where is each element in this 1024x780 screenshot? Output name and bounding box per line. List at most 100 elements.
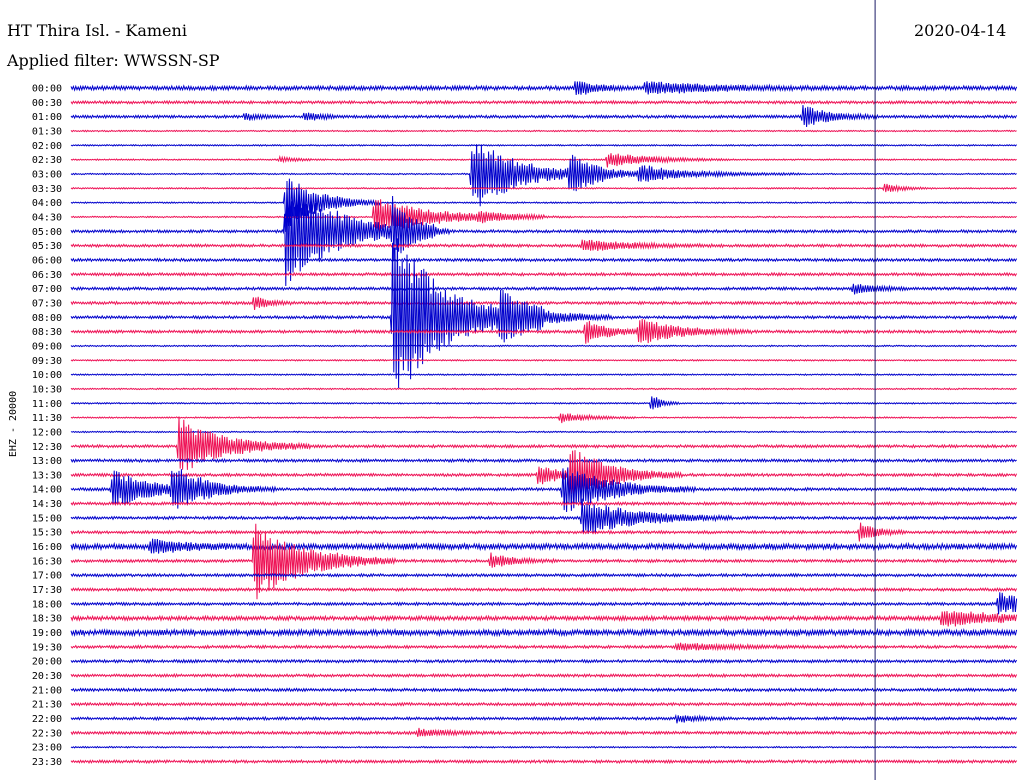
row-time-label: 19:00	[32, 628, 62, 639]
row-time-label: 16:00	[32, 542, 62, 553]
row-time-label: 19:30	[32, 642, 62, 653]
trace-row-1100	[70, 396, 1017, 410]
trace-row-2030	[70, 672, 1018, 679]
row-time-label: 10:00	[32, 370, 62, 381]
row-time-label: 03:00	[32, 169, 62, 180]
trace-row-0730	[70, 296, 1018, 311]
trace-row-0530	[70, 239, 1018, 251]
trace-row-2330	[70, 758, 1018, 765]
date-label: 2020-04-14	[914, 21, 1007, 40]
trace-row-1900	[70, 627, 1018, 638]
trace-row-0300	[70, 144, 1017, 207]
row-time-label: 11:00	[32, 399, 62, 410]
row-time-label: 21:00	[32, 685, 62, 696]
trace-row-1030	[70, 387, 1017, 391]
trace-row-0800	[70, 238, 1018, 389]
row-time-label: 04:30	[32, 212, 62, 223]
trace-row-0200	[70, 143, 1017, 147]
row-time-label: 05:30	[32, 241, 62, 252]
row-time-label: 00:30	[32, 98, 62, 109]
y-axis-label: EHZ - 20000	[8, 391, 19, 457]
trace-row-0430	[70, 199, 1017, 234]
row-time-label: 14:30	[32, 499, 62, 510]
row-time-label: 02:00	[32, 141, 62, 152]
trace-row-1430	[70, 500, 1018, 507]
row-time-label: 20:00	[32, 657, 62, 668]
trace-row-0930	[70, 358, 1017, 362]
trace-row-1830	[70, 611, 1018, 627]
trace-row-0030	[70, 99, 1018, 105]
row-time-label: 02:30	[32, 155, 62, 166]
row-time-label: 07:00	[32, 284, 62, 295]
trace-row-1630	[70, 523, 1018, 600]
row-time-label: 20:30	[32, 671, 62, 682]
row-time-label: 07:30	[32, 298, 62, 309]
trace-row-1000	[70, 373, 1017, 377]
trace-row-1930	[70, 642, 1018, 652]
trace-row-1600	[70, 538, 1018, 554]
row-time-label: 15:00	[32, 513, 62, 524]
row-time-label: 12:00	[32, 427, 62, 438]
trace-row-0130	[70, 129, 1017, 133]
trace-row-2100	[70, 687, 1018, 693]
trace-row-2300	[70, 745, 1017, 749]
trace-row-1130	[70, 413, 1017, 424]
row-time-label: 00:00	[32, 84, 62, 95]
trace-row-0600	[70, 257, 1018, 263]
trace-row-1530	[70, 522, 1018, 542]
applied-filter-label: Applied filter: WWSSN-SP	[7, 51, 220, 70]
row-time-label: 13:30	[32, 470, 62, 481]
row-time-label: 01:30	[32, 126, 62, 137]
trace-row-1330	[70, 450, 1018, 502]
row-time-label: 15:30	[32, 528, 62, 539]
row-time-label: 22:30	[32, 728, 62, 739]
trace-row-0830	[70, 318, 1018, 344]
trace-row-0700	[70, 283, 1018, 295]
trace-row-0000	[70, 81, 1018, 95]
row-time-label: 08:30	[32, 327, 62, 338]
row-time-label: 11:30	[32, 413, 62, 424]
trace-row-1400	[70, 467, 1018, 513]
row-time-label: 06:30	[32, 270, 62, 281]
row-time-label: 23:30	[32, 757, 62, 768]
row-time-label: 01:00	[32, 112, 62, 123]
row-time-label: 09:00	[32, 341, 62, 352]
row-time-label: 09:30	[32, 356, 62, 367]
row-time-label: 04:00	[32, 198, 62, 209]
row-time-label: 05:00	[32, 227, 62, 238]
trace-row-1200	[70, 430, 1017, 434]
row-time-label: 21:30	[32, 700, 62, 711]
trace-row-0500	[70, 180, 1018, 287]
row-time-label: 23:00	[32, 743, 62, 754]
row-time-label: 12:30	[32, 442, 62, 453]
row-time-label: 13:00	[32, 456, 62, 467]
station-title: HT Thira Isl. - Kameni	[7, 21, 187, 40]
trace-row-0330	[70, 183, 1017, 193]
row-time-label: 06:00	[32, 255, 62, 266]
trace-row-1230	[70, 416, 1018, 470]
row-time-label: 18:30	[32, 614, 62, 625]
trace-row-1700	[70, 572, 1018, 578]
trace-row-2200	[70, 713, 1018, 724]
trace-row-2000	[70, 658, 1018, 664]
trace-row-0230	[70, 153, 1017, 168]
row-time-label: 22:00	[32, 714, 62, 725]
trace-row-0900	[70, 344, 1017, 348]
trace-row-0400	[70, 178, 1017, 232]
row-time-label: 17:30	[32, 585, 62, 596]
trace-row-2230	[70, 727, 1018, 737]
row-time-label: 17:00	[32, 571, 62, 582]
trace-row-0630	[70, 271, 1018, 277]
trace-row-1730	[70, 587, 1018, 593]
row-time-label: 18:00	[32, 599, 62, 610]
trace-row-1500	[70, 498, 1017, 534]
trace-row-1800	[70, 592, 1018, 615]
row-time-label: 08:00	[32, 313, 62, 324]
trace-row-2130	[70, 701, 1018, 707]
trace-row-1300	[70, 457, 1017, 464]
trace-row-0100	[70, 105, 1018, 128]
row-time-label: 16:30	[32, 556, 62, 567]
row-time-label: 14:00	[32, 485, 62, 496]
row-time-label: 03:30	[32, 184, 62, 195]
